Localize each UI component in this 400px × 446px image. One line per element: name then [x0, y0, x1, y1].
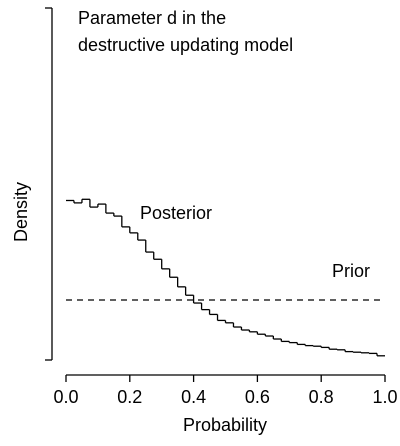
x-tick-label: 0.8: [309, 387, 334, 407]
x-axis-label: Probability: [183, 415, 267, 435]
chart-title-line: destructive updating model: [78, 35, 293, 55]
y-axis-label: Density: [11, 182, 31, 242]
series-label: Prior: [332, 261, 370, 281]
x-tick-label: 0.4: [181, 387, 206, 407]
series-label: Posterior: [140, 203, 212, 223]
x-tick-label: 0.0: [53, 387, 78, 407]
chart-title-line: Parameter d in the: [78, 8, 226, 28]
x-tick-label: 0.2: [117, 387, 142, 407]
x-tick-label: 1.0: [372, 387, 397, 407]
x-tick-label: 0.6: [245, 387, 270, 407]
